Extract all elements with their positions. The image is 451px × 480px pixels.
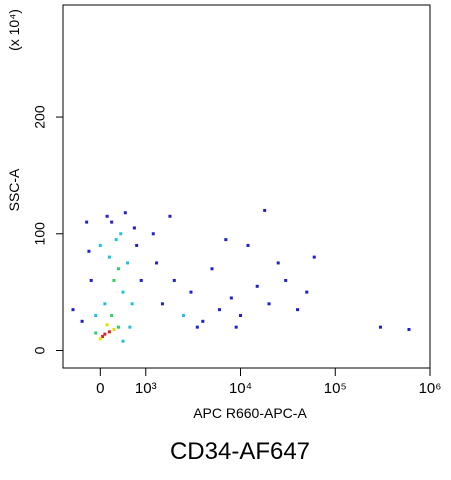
event-point: [378, 325, 382, 329]
event-point: [229, 296, 233, 300]
event-point: [267, 302, 271, 306]
event-point: [263, 208, 267, 212]
event-point: [255, 284, 259, 288]
event-point: [112, 278, 116, 282]
event-point: [201, 319, 205, 323]
event-point: [246, 243, 250, 247]
event-point: [296, 308, 300, 312]
event-point: [135, 243, 139, 247]
y-axis-label: SSC-A: [6, 168, 22, 211]
event-point: [114, 238, 118, 242]
event-point: [160, 302, 164, 306]
event-point: [132, 226, 136, 230]
event-point: [85, 220, 89, 224]
event-point: [168, 214, 172, 218]
event-point: [210, 267, 214, 271]
y-axis-multiplier: (x 10⁴): [6, 9, 22, 51]
event-point: [234, 325, 238, 329]
event-point: [110, 313, 114, 317]
event-point: [128, 325, 132, 329]
event-point: [107, 255, 111, 259]
event-point: [101, 334, 105, 338]
event-point: [155, 261, 159, 265]
y-tick-label: 100: [32, 222, 48, 246]
event-point: [224, 238, 228, 242]
y-tick-label: 200: [32, 105, 48, 129]
event-point: [103, 332, 107, 336]
event-point: [87, 249, 91, 253]
event-point: [103, 302, 107, 306]
event-point: [151, 232, 155, 236]
plot-frame: [62, 4, 431, 369]
event-point: [107, 330, 111, 334]
event-point: [116, 325, 120, 329]
event-point: [139, 278, 143, 282]
x-tick-label: 10⁴: [229, 380, 252, 397]
event-point: [105, 214, 109, 218]
event-point: [239, 313, 243, 317]
event-point: [181, 313, 185, 317]
event-point: [276, 261, 280, 265]
event-point: [105, 323, 109, 327]
event-point: [116, 267, 120, 271]
event-point: [312, 255, 316, 259]
event-point: [284, 278, 288, 282]
event-point: [119, 232, 123, 236]
event-point: [94, 331, 98, 335]
event-point: [130, 302, 134, 306]
event-point: [80, 319, 84, 323]
x-tick-label: 10³: [135, 380, 157, 397]
event-point: [407, 327, 411, 331]
x-tick-label: 10⁵: [324, 380, 347, 397]
event-point: [121, 290, 125, 294]
event-point: [98, 243, 102, 247]
event-point: [121, 339, 125, 343]
y-tick-label: 0: [32, 346, 48, 354]
x-tick-label: 0: [96, 380, 104, 397]
event-point: [195, 325, 199, 329]
event-point: [126, 261, 130, 265]
event-point: [71, 308, 75, 312]
event-point: [94, 313, 98, 317]
event-point: [189, 290, 193, 294]
event-point: [305, 290, 309, 294]
chart-title: CD34-AF647: [170, 438, 310, 465]
event-point: [110, 220, 114, 224]
x-axis-label: APC R660-APC-A: [193, 405, 307, 421]
x-tick-label: 10⁶: [419, 380, 442, 397]
event-point: [217, 308, 221, 312]
event-point: [123, 211, 127, 215]
event-point: [89, 278, 93, 282]
event-point: [172, 278, 176, 282]
event-point: [112, 327, 116, 331]
event-point: [98, 337, 102, 341]
